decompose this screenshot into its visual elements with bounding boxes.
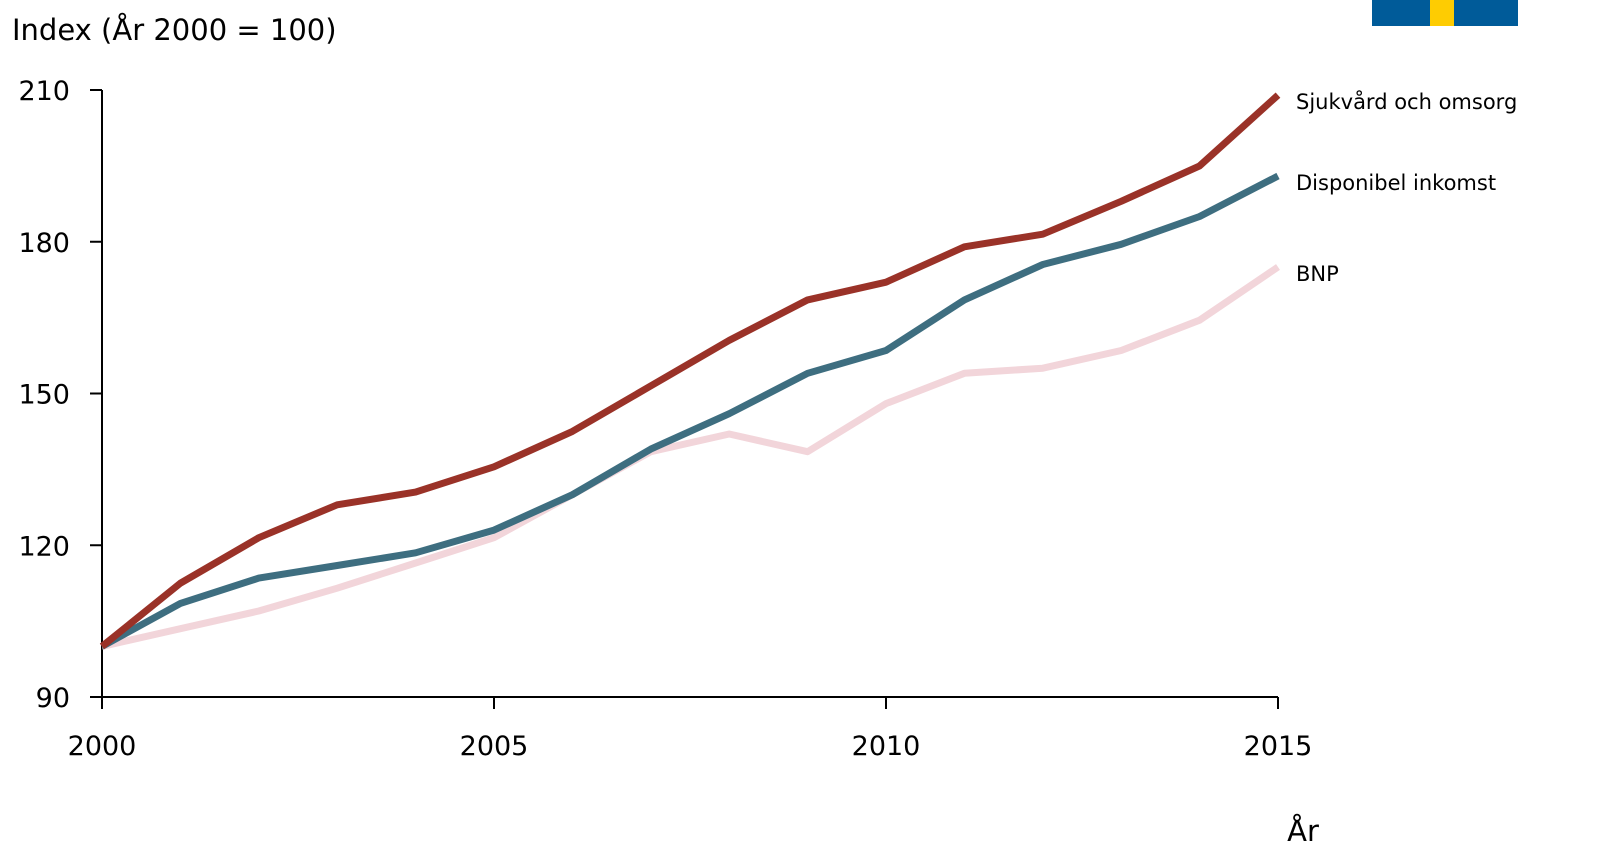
- y-tick-label: 180: [18, 228, 70, 259]
- axes: 90 120 150 180 210 2000 2005 2010 2015: [18, 76, 1312, 762]
- x-tick-label: 2015: [1244, 731, 1313, 762]
- series-line-disponibel-inkomst: [100, 172, 1280, 650]
- y-axis-title: Index (År 2000 = 100): [12, 13, 337, 47]
- y-tick-label: 210: [18, 76, 70, 107]
- x-tick-label: 2010: [852, 731, 921, 762]
- series-label-disponibel-inkomst: Disponibel inkomst: [1296, 171, 1496, 195]
- x-tick-label: 2000: [68, 731, 137, 762]
- series-label-bnp: BNP: [1296, 262, 1339, 286]
- flag-yellow-stripe: [1430, 0, 1454, 26]
- series-labels: BNP Disponibel inkomst Sjukvård och omsorg: [1296, 89, 1517, 286]
- series-line-bnp: [101, 264, 1280, 650]
- x-axis-title: År: [1287, 814, 1319, 848]
- y-tick-label: 150: [18, 380, 70, 411]
- y-tick-label: 120: [18, 531, 70, 562]
- y-tick-label: 90: [36, 683, 70, 714]
- x-tick-label: 2005: [460, 731, 529, 762]
- series-label-sjukv-rd-och-omsorg: Sjukvård och omsorg: [1296, 89, 1517, 114]
- series-layer: [99, 92, 1281, 650]
- flag-logo: [1372, 0, 1518, 26]
- series-line-sjukv-rd-och-omsorg: [99, 92, 1281, 650]
